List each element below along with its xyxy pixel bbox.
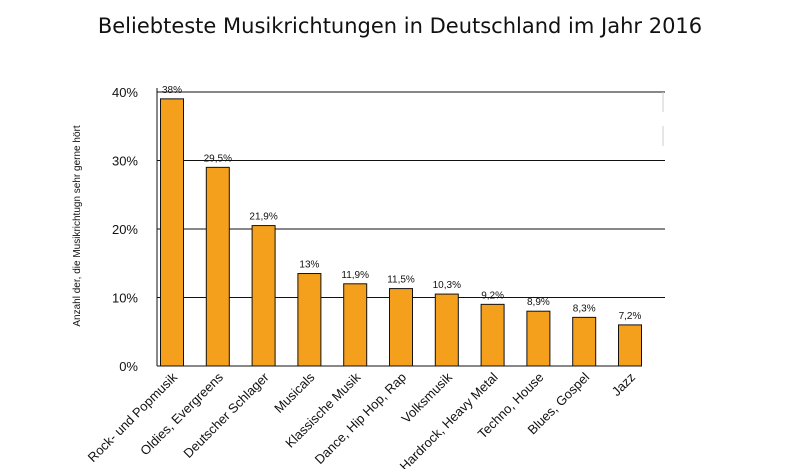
bar (572, 316, 597, 367)
bar-value-label: 11,5% (387, 275, 415, 286)
bar-value-label: 21,9% (249, 212, 277, 223)
y-tick-label: 30% (112, 154, 138, 169)
category-label: Jazz (609, 370, 639, 400)
category-label: Rock- und Popmusik (85, 369, 181, 465)
bar (251, 225, 276, 367)
bar-value-label: 11,9% (341, 270, 369, 281)
category-label: Oldies, Evergreens (137, 369, 226, 458)
bar-value-label: 8,3% (573, 303, 596, 314)
y-tick-label: 40% (112, 85, 138, 100)
bars (160, 98, 642, 367)
data-labels: 38% 29,5% 21,9% 13% 11,9% 11,5% 10,3% 9,2% 8,9% 8… (162, 85, 642, 322)
bar (297, 273, 322, 367)
chart-title: Beliebteste Musikrichtungen in Deutschla… (97, 14, 703, 38)
y-tick-label: 20% (112, 222, 138, 237)
bar (526, 310, 551, 367)
bar (160, 98, 184, 367)
category-label: Deutscher Schlager (180, 369, 272, 461)
gridlines (157, 91, 665, 298)
category-label: Musicals (271, 369, 318, 416)
bar-value-label: 10,3% (433, 280, 461, 291)
bar (480, 303, 505, 367)
bar (205, 166, 230, 367)
category-label: Dance, Hip Hop, Rap (312, 370, 409, 467)
bar-value-label: 13% (299, 260, 319, 271)
bar (618, 324, 642, 367)
bar-value-label: 8,9% (527, 297, 550, 308)
bar-value-label: 29,5% (204, 153, 232, 164)
bar (389, 288, 413, 367)
bar-value-label: 38% (162, 85, 182, 96)
bar-value-label: 9,2% (481, 290, 504, 301)
y-tick-label: 10% (112, 291, 138, 306)
y-tick-label: 0% (119, 359, 138, 374)
y-axis-label: Anzahl der, die Musikrichtugn sehr gerne… (72, 125, 83, 326)
y-axis-ticks: 0% 10% 20% 30% 40% (112, 85, 138, 374)
bar (434, 293, 459, 367)
bar (343, 283, 368, 367)
bar-value-label: 7,2% (619, 311, 642, 322)
